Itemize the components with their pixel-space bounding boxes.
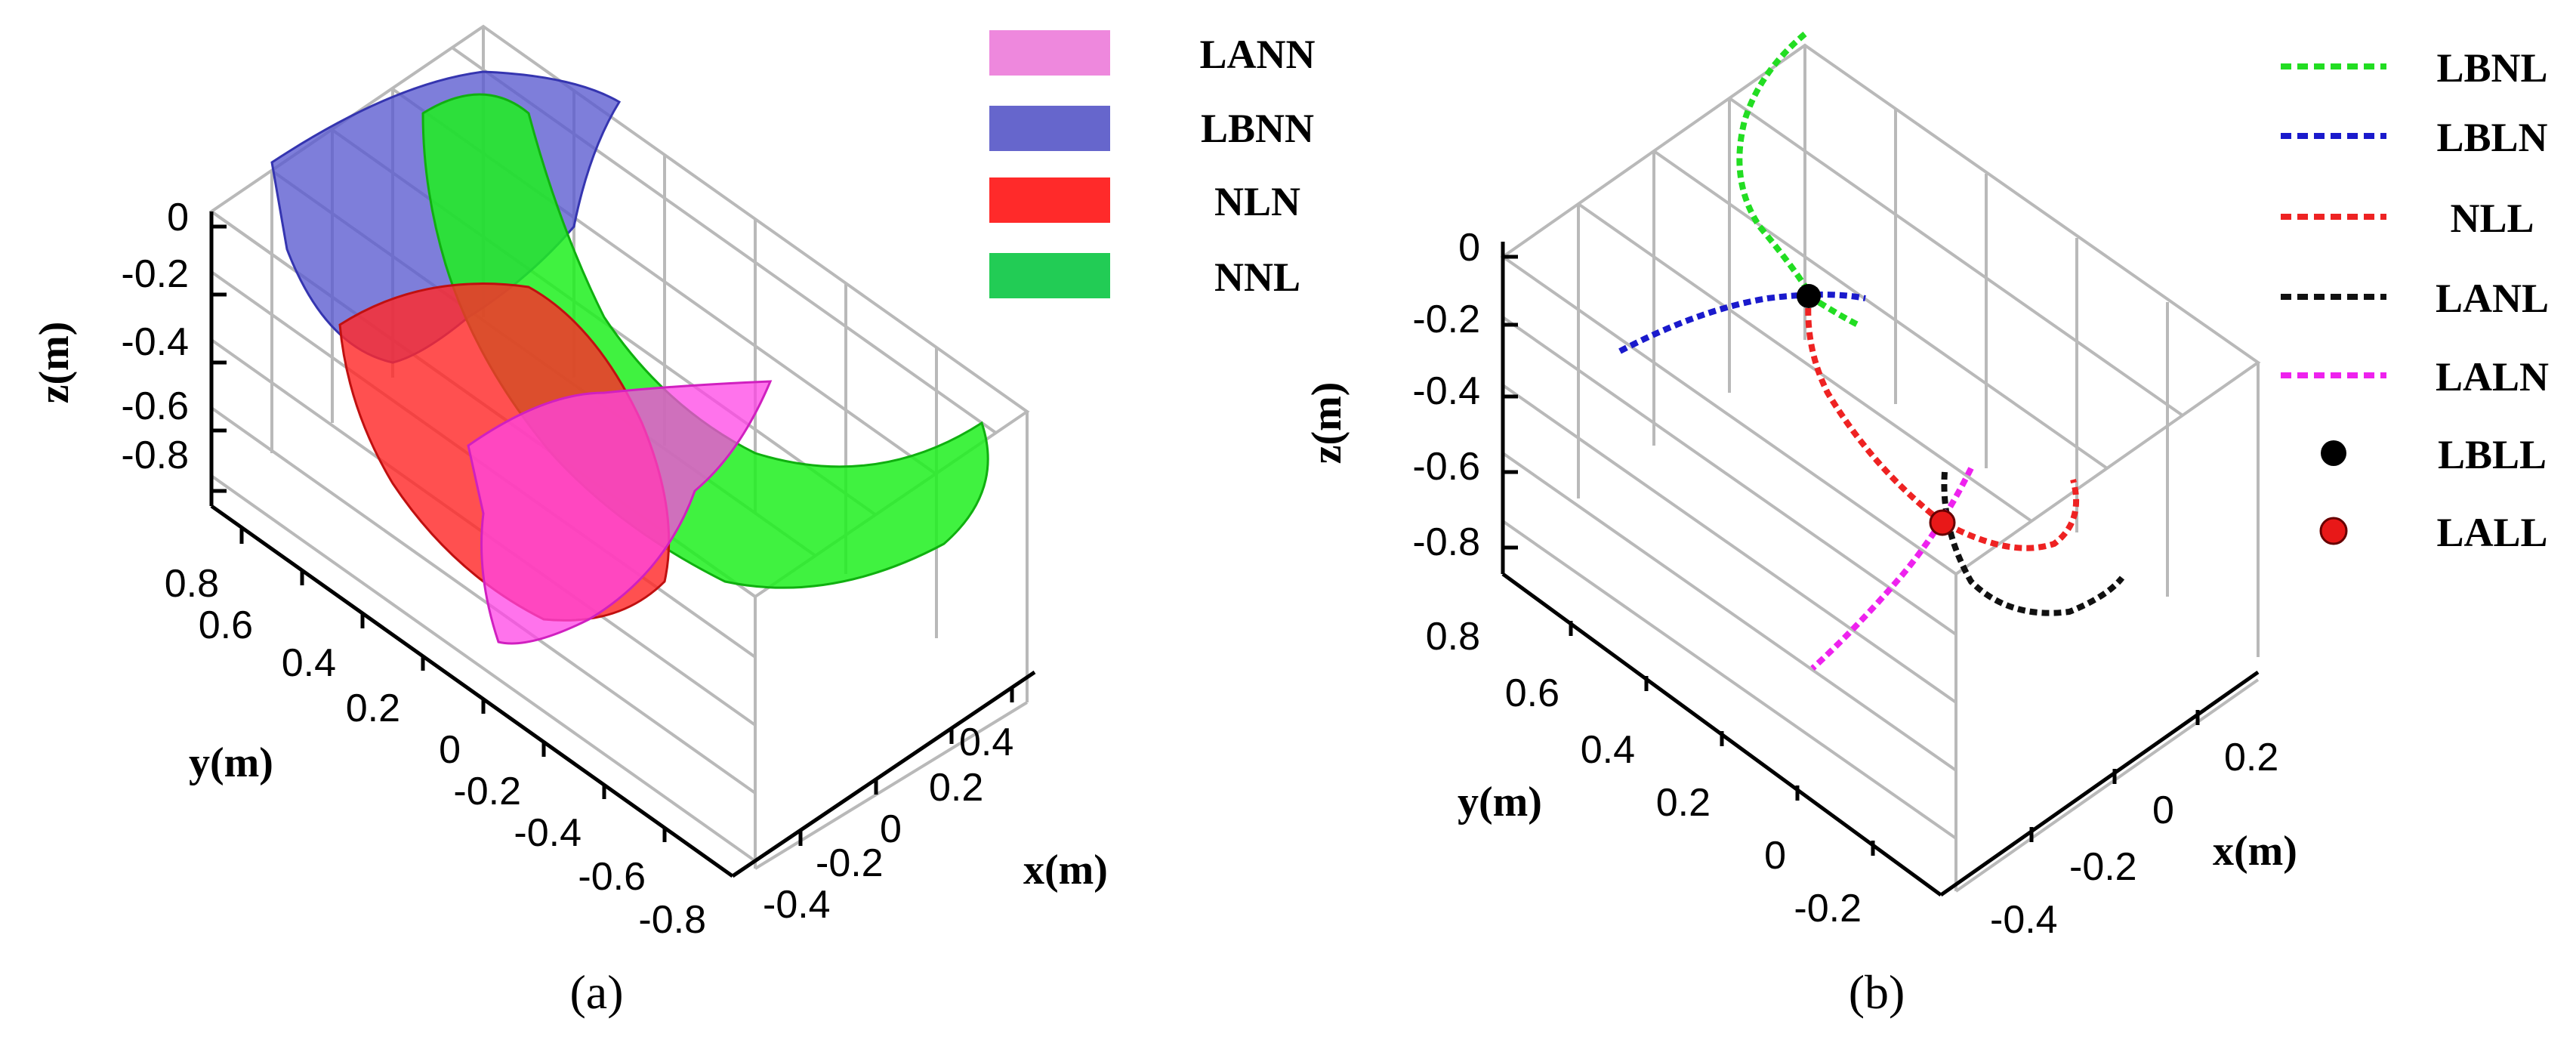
yt-a-6: -0.4	[514, 811, 582, 855]
zt-a-0: 0	[167, 196, 189, 239]
panel-b-xlabel: x(m)	[2213, 828, 2297, 875]
panel-a-surfaces	[270, 70, 989, 645]
legend-swatch-lann	[989, 30, 1110, 76]
zt-a-4: -0.8	[121, 434, 189, 477]
xt-b-1: 0	[2152, 788, 2174, 832]
legend-label-laln: LALN	[2436, 354, 2549, 400]
legend-label-lbnl: LBNL	[2436, 45, 2547, 91]
zt-a-3: -0.6	[121, 384, 189, 428]
zt-b-2: -0.4	[1412, 369, 1480, 413]
zt-b-0: 0	[1458, 226, 1480, 270]
legend-swatch-nnl	[989, 253, 1110, 298]
panel-b-grid	[1500, 43, 2261, 893]
legend-marker-lall	[2319, 517, 2348, 545]
yt-b-0: 0.8	[1426, 615, 1480, 659]
panel-a-legend: LANN LBNN NLN NNL	[989, 30, 1316, 300]
yt-a-7: -0.6	[578, 855, 646, 899]
xt-b-0: 0.2	[2224, 736, 2278, 779]
panel-a-xlabel: x(m)	[1023, 847, 1108, 893]
yt-b-3: 0.2	[1656, 781, 1711, 825]
panel-a-zticks: 0 -0.2 -0.4 -0.6 -0.8	[121, 196, 189, 477]
legend-label-lbll: LBLL	[2438, 432, 2547, 477]
panel-b-zlabel: z(m)	[1303, 382, 1350, 464]
panel-b-zticks: 0 -0.2 -0.4 -0.6 -0.8	[1412, 226, 1480, 564]
legend-label-nll: NLL	[2450, 196, 2534, 241]
xt-a-0: 0.4	[959, 721, 1013, 764]
yt-a-3: 0.2	[346, 687, 400, 730]
legend-label-lann: LANN	[1199, 32, 1315, 77]
curve-lbln	[1618, 292, 1866, 354]
surface-lann	[467, 380, 773, 645]
xt-a-1: 0.2	[929, 766, 983, 810]
xt-a-2: 0	[880, 807, 902, 851]
point-lall	[1929, 509, 1956, 536]
panel-b-legend: LBNL LBLN NLL LANL LALN LBLL LALL	[2281, 45, 2549, 555]
xt-b-3: -0.4	[1990, 898, 2058, 942]
yt-b-4: 0	[1764, 834, 1786, 878]
point-lbll	[1797, 284, 1821, 308]
legend-label-lall: LALL	[2436, 510, 2547, 555]
yt-b-5: -0.2	[1794, 887, 1862, 930]
zt-b-3: -0.6	[1412, 445, 1480, 489]
legend-marker-lbll	[2321, 440, 2346, 466]
zt-b-1: -0.2	[1412, 298, 1480, 341]
panel-b: 0 -0.2 -0.4 -0.6 -0.8 0.8 0.6 0.4 0.2 0 …	[1303, 31, 2549, 1019]
zt-a-2: -0.4	[121, 320, 189, 364]
panel-a-axes	[209, 211, 1036, 878]
xt-a-3: -0.2	[816, 841, 884, 885]
panel-a-ylabel: y(m)	[189, 739, 273, 786]
legend-swatch-lbnn	[989, 106, 1110, 151]
caption-b: (b)	[1849, 965, 1905, 1019]
yt-a-0: 0.8	[165, 562, 219, 606]
panel-b-curves	[1618, 31, 2125, 671]
panel-b-xticks: 0.2 0 -0.2 -0.4	[1990, 736, 2278, 942]
caption-a: (a)	[569, 965, 623, 1019]
curve-laln	[1810, 467, 1974, 671]
yt-a-2: 0.4	[282, 641, 336, 685]
legend-label-nln: NLN	[1214, 179, 1300, 224]
panel-b-axes	[1501, 242, 2260, 897]
panel-a-zlabel: z(m)	[31, 322, 78, 404]
panel-a-yticks: 0.8 0.6 0.4 0.2 0 -0.2 -0.4 -0.6 -0.8	[165, 562, 706, 942]
panel-a-xticks: 0.4 0.2 0 -0.2 -0.4	[763, 721, 1013, 927]
panel-b-yticks: 0.8 0.6 0.4 0.2 0 -0.2	[1426, 615, 1862, 930]
zt-b-4: -0.8	[1412, 520, 1480, 564]
curve-lanl	[1941, 471, 2125, 616]
xt-a-4: -0.4	[763, 883, 831, 927]
legend-swatch-nln	[989, 177, 1110, 223]
curve-lbnl	[1736, 31, 1859, 328]
yt-a-8: -0.8	[638, 898, 706, 942]
legend-label-lanl: LANL	[2436, 276, 2549, 321]
legend-label-lbnn: LBNN	[1201, 106, 1314, 151]
yt-a-1: 0.6	[199, 603, 253, 647]
legend-label-lbln: LBLN	[2436, 115, 2547, 160]
yt-a-5: -0.2	[453, 770, 521, 813]
zt-a-1: -0.2	[121, 252, 189, 296]
yt-b-1: 0.6	[1505, 671, 1559, 715]
legend-label-nnl: NNL	[1214, 255, 1300, 300]
xt-b-2: -0.2	[2069, 845, 2137, 889]
yt-b-2: 0.4	[1581, 728, 1635, 772]
panel-a: 0 -0.2 -0.4 -0.6 -0.8 0.8 0.6 0.4 0.2 0 …	[31, 24, 1316, 1019]
yt-a-4: 0	[439, 728, 461, 772]
panel-b-ylabel: y(m)	[1458, 779, 1542, 826]
